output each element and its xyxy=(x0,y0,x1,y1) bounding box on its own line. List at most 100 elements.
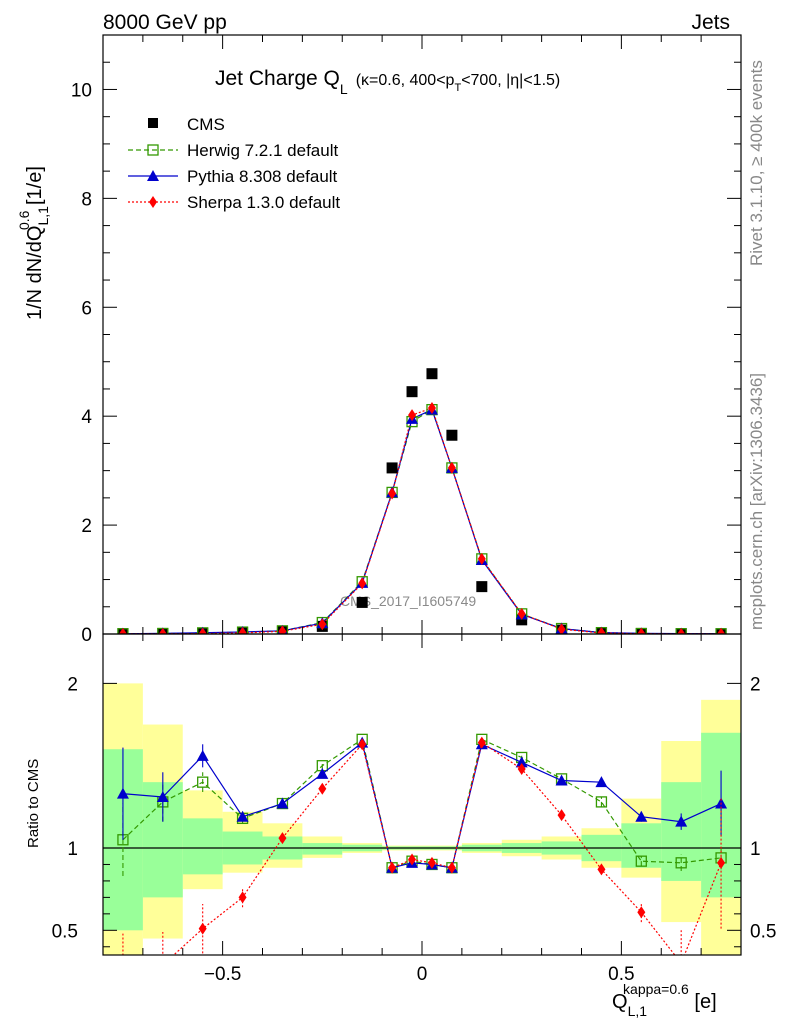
xlabel-unit: [e] xyxy=(689,991,717,1013)
title-condition: (κ=0.6, 400<p xyxy=(356,72,455,89)
ylabel-main: 1/N dN/dQ xyxy=(24,226,46,320)
main-point-sherpa xyxy=(717,627,726,634)
ratio-band-inner xyxy=(302,843,343,855)
main-point-sherpa xyxy=(118,627,127,634)
main-point-sherpa xyxy=(557,623,566,634)
observable-label: Jets xyxy=(691,11,730,34)
xlabel-sup: kappa=0.6 xyxy=(623,981,689,997)
legend-marker-herwig xyxy=(147,144,159,156)
main-point-sherpa xyxy=(517,607,526,620)
ratio-y-tick-label-left: 2 xyxy=(67,674,78,695)
ratio-point-pythia xyxy=(555,774,568,786)
main-point-data xyxy=(386,462,398,474)
ratio-ylabel: Ratio to CMS xyxy=(25,759,42,848)
ratio-point-pythia xyxy=(276,797,289,809)
main-point-data xyxy=(446,429,458,441)
ylabel-sub: L,1 xyxy=(35,206,51,226)
main-y-tick-label: 0 xyxy=(81,625,92,646)
xlabel-sub: L,1 xyxy=(628,1003,648,1019)
main-y-tick-label: 2 xyxy=(81,516,92,537)
ratio-point-pythia xyxy=(595,776,608,788)
ratio-point-sherpa xyxy=(717,856,726,869)
ratio-y-tick-label-right: 1 xyxy=(750,839,761,860)
ratio-point-pythia xyxy=(116,787,129,799)
title-condition-end: <700, |η|<1.5) xyxy=(461,72,560,89)
ratio-y-tick-label-right: 2 xyxy=(750,674,761,695)
main-point-sherpa xyxy=(238,626,247,634)
main-point-sherpa xyxy=(677,627,686,634)
ratio-point-sherpa xyxy=(427,856,436,869)
ratio-line-pythia xyxy=(122,741,722,869)
ratio-point-sherpa xyxy=(677,957,685,969)
legend-marker-sherpa xyxy=(149,196,157,208)
ratio-point-pythia xyxy=(196,749,209,761)
title-subscript: L xyxy=(340,81,348,97)
main-point-sherpa xyxy=(447,461,456,474)
ratio-point-sherpa xyxy=(408,853,417,866)
legend-item-pythia: Pythia 8.308 default xyxy=(128,167,338,186)
energy-label: 8000 GeV pp xyxy=(103,11,227,34)
ratio-plot-area xyxy=(103,683,741,971)
ratio-band-inner xyxy=(182,818,223,875)
main-y-tick-label: 10 xyxy=(71,80,92,101)
main-point-data xyxy=(406,386,418,398)
ratio-line-sherpa xyxy=(172,741,722,955)
legend-item-sherpa: Sherpa 1.3.0 default xyxy=(128,193,340,212)
ratio-point-pythia xyxy=(316,767,329,779)
ratio-point-sherpa xyxy=(238,891,247,904)
x-tick-label: 0.5 xyxy=(608,964,634,985)
main-point-sherpa xyxy=(637,627,646,634)
legend-label-cms: CMS xyxy=(187,115,225,134)
main-plot-area xyxy=(117,368,727,634)
legend-item-herwig: Herwig 7.2.1 default xyxy=(128,141,338,160)
ratio-point-sherpa xyxy=(198,922,207,935)
main-y-tick-label: 8 xyxy=(81,189,92,210)
ratio-point-sherpa xyxy=(388,861,397,874)
ratio-point-sherpa xyxy=(477,736,486,749)
main-point-sherpa xyxy=(198,627,207,634)
ratio-point-herwig xyxy=(595,796,608,808)
ratio-point-sherpa xyxy=(447,861,456,874)
main-point-sherpa xyxy=(427,402,436,415)
ratio-point-herwig xyxy=(635,855,647,867)
x-tick-label: −0.5 xyxy=(204,964,242,985)
main-line-sherpa xyxy=(122,407,722,634)
ratio-point-pythia xyxy=(156,790,169,802)
site-label: mcplots.cern.ch [arXiv:1306.3436] xyxy=(747,373,766,630)
ratio-y-tick-label-left: 1 xyxy=(67,839,78,860)
ratio-point-herwig xyxy=(197,776,209,788)
main-title: Jet Charge QL (κ=0.6, 400<pT<700, |η|<1.5… xyxy=(215,67,560,97)
main-point-data xyxy=(426,368,438,380)
ratio-point-sherpa xyxy=(159,959,167,971)
rivet-label: Rivet 3.1.10, ≥ 400k events xyxy=(747,60,766,266)
legend-label-sherpa: Sherpa 1.3.0 default xyxy=(187,193,340,212)
main-y-tick-label: 6 xyxy=(81,298,92,319)
ratio-point-sherpa xyxy=(278,832,287,845)
xlabel-main: Q xyxy=(612,991,628,1013)
main-point-sherpa xyxy=(597,627,606,634)
ratio-band-inner xyxy=(661,782,702,881)
legend-marker-pythia xyxy=(147,170,159,181)
ratio-point-pythia xyxy=(236,810,249,822)
ratio-band-inner xyxy=(621,823,662,868)
ratio-point-sherpa xyxy=(517,762,526,775)
ratio-y-tick-label-right: 0.5 xyxy=(750,921,776,942)
main-point-sherpa xyxy=(278,625,287,634)
ratio-line-herwig xyxy=(122,738,722,869)
legend-label-herwig: Herwig 7.2.1 default xyxy=(187,141,338,160)
title-condition-sub: T xyxy=(454,82,461,94)
ratio-point-pythia xyxy=(675,815,688,827)
ratio-point-pythia xyxy=(635,810,648,822)
main-point-sherpa xyxy=(388,487,397,500)
main-point-data xyxy=(476,581,488,593)
main-line-pythia xyxy=(122,408,722,634)
ratio-y-tick-label-left: 0.5 xyxy=(52,921,78,942)
main-y-tick-label: 4 xyxy=(81,407,92,428)
legend-label-pythia: Pythia 8.308 default xyxy=(187,167,338,186)
legend-item-cms: CMS xyxy=(148,115,225,134)
xlabel: QL,1 kappa=0.6 [e] xyxy=(612,981,717,1019)
x-tick-label: 0 xyxy=(417,964,428,985)
ratio-point-pythia xyxy=(515,756,528,768)
main-point-data xyxy=(356,596,368,608)
